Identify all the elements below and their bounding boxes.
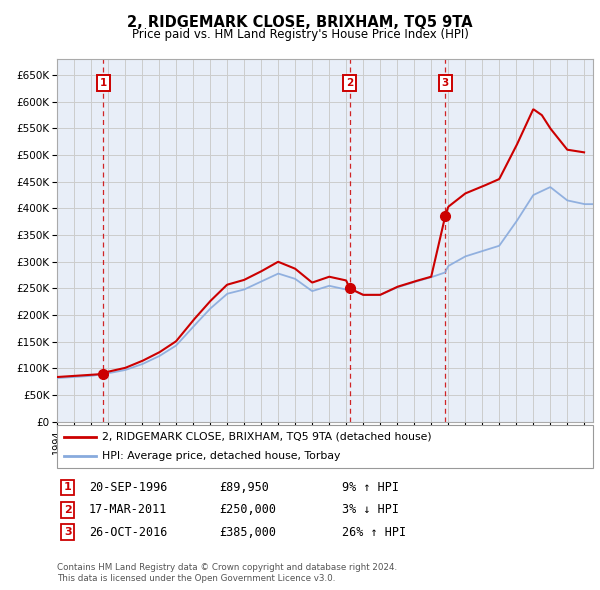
Text: £250,000: £250,000 [219, 503, 276, 516]
Text: 3% ↓ HPI: 3% ↓ HPI [342, 503, 399, 516]
Text: £385,000: £385,000 [219, 526, 276, 539]
Text: 2: 2 [346, 78, 353, 87]
Text: 2, RIDGEMARK CLOSE, BRIXHAM, TQ5 9TA (detached house): 2, RIDGEMARK CLOSE, BRIXHAM, TQ5 9TA (de… [102, 432, 431, 442]
Text: 26-OCT-2016: 26-OCT-2016 [89, 526, 167, 539]
Text: HPI: Average price, detached house, Torbay: HPI: Average price, detached house, Torb… [102, 451, 340, 461]
Text: 3: 3 [442, 78, 449, 87]
Text: £89,950: £89,950 [219, 481, 269, 494]
Text: 3: 3 [64, 527, 71, 537]
Text: 17-MAR-2011: 17-MAR-2011 [89, 503, 167, 516]
Text: 2, RIDGEMARK CLOSE, BRIXHAM, TQ5 9TA: 2, RIDGEMARK CLOSE, BRIXHAM, TQ5 9TA [127, 15, 473, 30]
Text: Price paid vs. HM Land Registry's House Price Index (HPI): Price paid vs. HM Land Registry's House … [131, 28, 469, 41]
Text: 2: 2 [64, 505, 71, 514]
Text: 20-SEP-1996: 20-SEP-1996 [89, 481, 167, 494]
Text: 1: 1 [64, 483, 71, 492]
Text: This data is licensed under the Open Government Licence v3.0.: This data is licensed under the Open Gov… [57, 573, 335, 583]
Text: 9% ↑ HPI: 9% ↑ HPI [342, 481, 399, 494]
Text: 1: 1 [100, 78, 107, 87]
Text: 26% ↑ HPI: 26% ↑ HPI [342, 526, 406, 539]
Text: Contains HM Land Registry data © Crown copyright and database right 2024.: Contains HM Land Registry data © Crown c… [57, 563, 397, 572]
